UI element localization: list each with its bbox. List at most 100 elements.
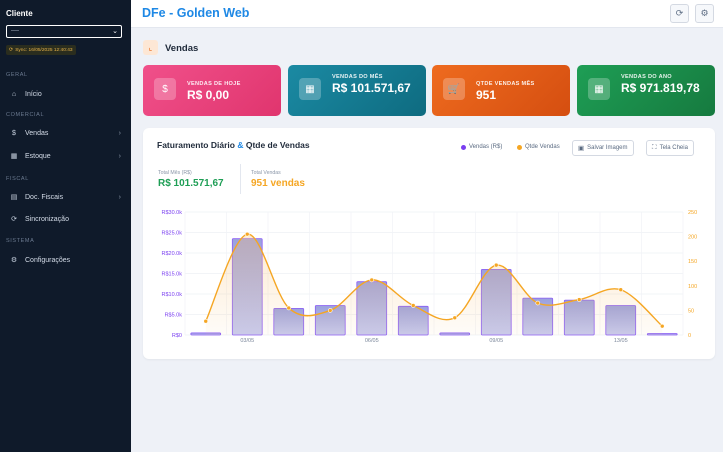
- y-right-tick-label: 250: [688, 210, 697, 216]
- top-header: DFe - Golden Web ⟳ ⚙: [131, 0, 723, 28]
- cart-icon: 🛒: [443, 78, 465, 100]
- sidebar-item-sincronizacao[interactable]: ⟳ Sincronização: [0, 211, 131, 227]
- sync-icon: ⟳: [9, 47, 14, 53]
- calendar-icon: ▦: [588, 78, 610, 100]
- legend-dot: [461, 144, 466, 150]
- image-icon: ▣: [578, 145, 585, 152]
- fullscreen-button[interactable]: ⛶ Tela Cheia: [646, 140, 694, 156]
- sidebar-item-label: Configurações: [25, 256, 71, 264]
- sidebar-item-estoque[interactable]: ▦ Estoque ›: [0, 148, 131, 164]
- qtde-point: [659, 323, 665, 329]
- gear-icon: ⚙: [10, 257, 18, 264]
- sidebar-item-vendas[interactable]: $ Vendas ›: [0, 125, 131, 141]
- sync-text: Sync: 16/05/2025 12:40:43: [15, 47, 73, 53]
- sidebar-item-inicio[interactable]: ⌂ Início: [0, 86, 131, 102]
- qtde-point: [369, 277, 375, 283]
- chart-line-icon: ⌞: [143, 40, 158, 55]
- save-image-button[interactable]: ▣ Salvar Imagem: [572, 140, 634, 156]
- refresh-icon: ⟳: [675, 8, 684, 18]
- legend-label: Qtde Vendas: [525, 144, 560, 150]
- y-right-tick-label: 0: [688, 333, 691, 339]
- kpi-card-vendas-ano: ▦ VENDAS DO ANO R$ 971.819,78: [577, 65, 715, 116]
- sidebar-item-configuracoes[interactable]: ⚙ Configurações: [0, 252, 131, 268]
- sidebar-item-label: Estoque: [25, 152, 51, 160]
- sales-chart: R$0 R$5.0k R$10.0k R$15.0k R$20.0k R$25.0k R$3…: [162, 210, 698, 344]
- kpi-value: R$ 0,00: [187, 88, 230, 102]
- kpi-label: VENDAS DO MÊS: [332, 74, 383, 80]
- sidebar-item-label: Início: [25, 90, 42, 98]
- stat-total-vendas-value: 951 vendas: [251, 178, 305, 189]
- qtde-point: [327, 308, 333, 313]
- chevron-right-icon: ›: [118, 193, 121, 201]
- y-left-tick-label: R$10.0k: [162, 292, 183, 298]
- document-icon: ▤: [10, 194, 18, 201]
- section-geral: GERAL: [6, 72, 28, 78]
- sidebar-item-label: Vendas: [25, 129, 49, 137]
- qtde-point: [203, 318, 209, 324]
- kpi-card-vendas-mes: ▦ VENDAS DO MÊS R$ 101.571,67: [288, 65, 426, 116]
- section-sistema: SISTEMA: [6, 238, 35, 244]
- kpi-label: QTDE VENDAS MÊS: [476, 81, 535, 87]
- chevron-down-icon: ⌄: [112, 28, 118, 35]
- settings-button[interactable]: ⚙: [695, 4, 714, 23]
- chart-title-part1: Faturamento Diário: [157, 140, 235, 150]
- save-image-label: Salvar Imagem: [587, 145, 628, 151]
- kpi-label: VENDAS DE HOJE: [187, 81, 241, 87]
- sidebar-item-doc-fiscais[interactable]: ▤ Doc. Fiscais ›: [0, 189, 131, 205]
- qtde-point: [286, 305, 292, 311]
- y-left-tick-label: R$25.0k: [162, 231, 183, 237]
- stat-divider: [240, 164, 241, 194]
- y-left-tick-label: R$15.0k: [162, 272, 183, 278]
- y-left-tick-label: R$30.0k: [162, 210, 183, 216]
- qtde-point: [535, 300, 541, 306]
- y-right-tick-label: 200: [688, 235, 697, 241]
- y-left-tick-label: R$20.0k: [162, 251, 183, 257]
- sync-badge: ⟳ Sync: 16/05/2025 12:40:43: [6, 45, 76, 55]
- dollar-icon: $: [12, 129, 16, 137]
- qtde-point: [244, 231, 250, 237]
- x-tick-label: 03/05: [240, 338, 254, 344]
- calendar-icon: ▦: [299, 78, 321, 100]
- qtde-point: [618, 287, 624, 293]
- chevron-right-icon: ›: [118, 152, 121, 160]
- qtde-point: [452, 315, 458, 321]
- gear-icon: ⚙: [700, 8, 709, 18]
- kpi-card-vendas-hoje: $ VENDAS DE HOJE R$ 0,00: [143, 65, 281, 116]
- sync-icon: ⟳: [11, 216, 17, 223]
- section-comercial: COMERCIAL: [6, 112, 45, 118]
- qtde-point: [410, 303, 416, 308]
- x-tick-label: 09/05: [489, 338, 503, 344]
- chevron-right-icon: ›: [118, 129, 121, 137]
- fullscreen-label: Tela Cheia: [659, 145, 688, 151]
- brand-title: DFe - Golden Web: [142, 6, 250, 20]
- y-left-tick-label: R$0: [172, 333, 182, 339]
- page-title: Vendas: [165, 43, 199, 54]
- legend-vendas[interactable]: Vendas (R$): [461, 144, 502, 150]
- kpi-label: VENDAS DO ANO: [621, 74, 672, 80]
- stat-total-mes-label: Total Mês (R$): [158, 170, 192, 176]
- legend-qtde[interactable]: Qtde Vendas: [517, 144, 560, 150]
- dollar-icon: $: [154, 78, 176, 100]
- client-select[interactable]: ---- ⌄: [6, 25, 122, 38]
- kpi-card-qtde-vendas-mes: 🛒 QTDE VENDAS MÊS 951: [432, 65, 570, 116]
- expand-icon: ⛶: [652, 144, 657, 151]
- stat-total-mes-value: R$ 101.571,67: [158, 178, 224, 189]
- stat-total-vendas-label: Total Vendas: [251, 170, 281, 176]
- y-right-tick-label: 50: [688, 308, 694, 314]
- kpi-value: 951: [476, 88, 497, 102]
- x-tick-label: 06/05: [365, 338, 379, 344]
- y-right-tick-label: 150: [688, 259, 697, 265]
- refresh-button[interactable]: ⟳: [670, 4, 689, 23]
- qtde-point: [493, 262, 499, 268]
- boxes-icon: ▦: [10, 153, 18, 160]
- chart-title-amp: &: [237, 140, 244, 150]
- client-title: Cliente: [6, 9, 33, 18]
- legend-label: Vendas (R$): [469, 144, 503, 150]
- home-icon: ⌂: [11, 90, 17, 98]
- sidebar-item-label: Doc. Fiscais: [25, 193, 64, 201]
- chart-title: Faturamento Diário & Qtde de Vendas: [157, 140, 310, 150]
- legend-dot: [517, 144, 522, 150]
- sidebar: Cliente ---- ⌄ ⟳ Sync: 16/05/2025 12:40:…: [0, 0, 131, 452]
- y-right-tick-label: 100: [688, 284, 697, 290]
- section-fiscal: FISCAL: [6, 176, 29, 182]
